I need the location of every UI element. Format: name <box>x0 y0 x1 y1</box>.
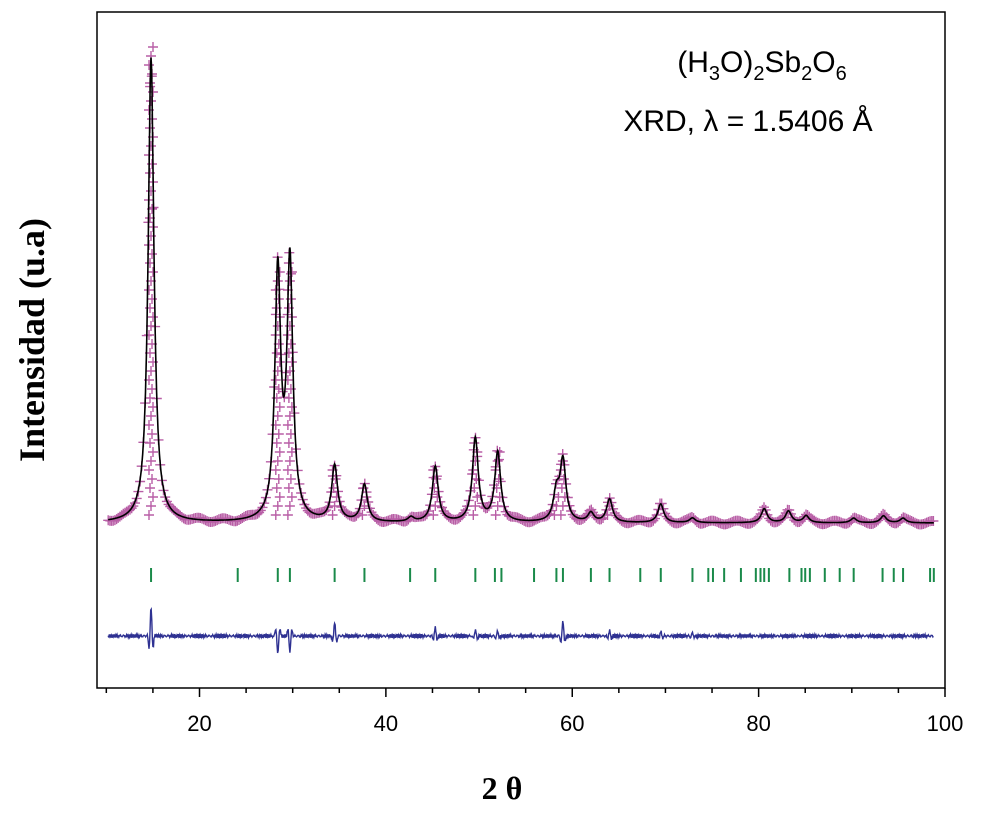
difference-series <box>107 607 934 654</box>
formula-annotation: (H3O)2Sb2O6 <box>677 46 847 85</box>
difference-line <box>107 607 934 654</box>
formula-part: (H <box>677 46 709 79</box>
formula-part: Sb <box>764 46 801 79</box>
calculated-line <box>108 57 934 524</box>
x-tick-label: 60 <box>560 711 584 736</box>
x-tick-label: 100 <box>927 711 964 736</box>
bragg-reflections <box>150 568 935 582</box>
calculated-series <box>108 57 934 524</box>
formula-subscript: 3 <box>709 63 720 85</box>
x-tick-label: 20 <box>187 711 211 736</box>
x-axis-title: 2 θ <box>482 770 523 806</box>
x-axis: 20 40 60 80 100 <box>105 688 964 736</box>
plot-frame <box>96 11 946 689</box>
formula-part: O) <box>720 46 753 79</box>
formula-subscript: 6 <box>836 63 847 85</box>
y-axis-title: Intensidad (u.a) <box>12 218 52 462</box>
formula-part: O <box>812 46 835 79</box>
formula-subscript: 2 <box>801 63 812 85</box>
formula-subscript: 2 <box>753 63 764 85</box>
x-tick-label: 40 <box>374 711 398 736</box>
x-tick-label: 80 <box>746 711 770 736</box>
method-annotation: XRD, λ = 1.5406 Å <box>623 105 872 138</box>
